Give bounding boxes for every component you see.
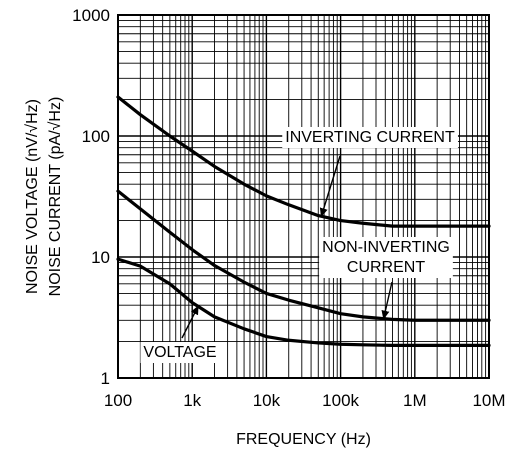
y-tick-label: 10 [91, 248, 110, 267]
x-tick-label: 10k [253, 391, 281, 410]
series-inverting-current-line [116, 95, 491, 228]
annotation-label: NON-INVERTING [322, 239, 450, 256]
annotation-label: INVERTING CURRENT [285, 129, 455, 146]
y-tick-label: 100 [82, 127, 110, 146]
annotation-layer: INVERTING CURRENT NON-INVERTING CURRENT VOL… [140, 127, 458, 363]
annotation-label: VOLTAGE [143, 344, 216, 361]
annotation-non-inverting-current: NON-INVERTING CURRENT [319, 237, 453, 320]
annotation-arrow [181, 305, 199, 339]
y-tick-label: 1000 [72, 6, 110, 25]
annotation-inverting-current: INVERTING CURRENT [282, 127, 458, 218]
annotation-background [140, 342, 220, 363]
x-tick-label: 100k [322, 391, 359, 410]
annotation-background [282, 127, 458, 148]
y-axis-label-current: NOISE CURRENT (pA/√Hz) [47, 97, 64, 297]
x-tick-label: 100 [104, 391, 132, 410]
x-tick-label: 1k [183, 391, 201, 410]
y-axis-label-voltage: NOISE VOLTAGE (nV/√Hz) [24, 99, 41, 294]
x-tick-label: 10M [472, 391, 505, 410]
tick-labels: 100 1k 10k 100k 1M 10M 1 10 100 1000 [72, 6, 505, 410]
y-tick-label: 1 [101, 369, 110, 388]
x-tick-label: 1M [403, 391, 427, 410]
plot-frame [117, 14, 490, 379]
annotation-label: CURRENT [347, 259, 425, 276]
minor-grid [118, 15, 489, 378]
annotation-arrow [319, 155, 341, 218]
annotation-background [319, 237, 453, 278]
annotation-arrow [381, 281, 393, 320]
major-grid [118, 15, 489, 378]
annotation-voltage: VOLTAGE [140, 305, 220, 363]
x-axis-label: FREQUENCY (Hz) [236, 431, 371, 448]
series-voltage-line [116, 257, 491, 347]
